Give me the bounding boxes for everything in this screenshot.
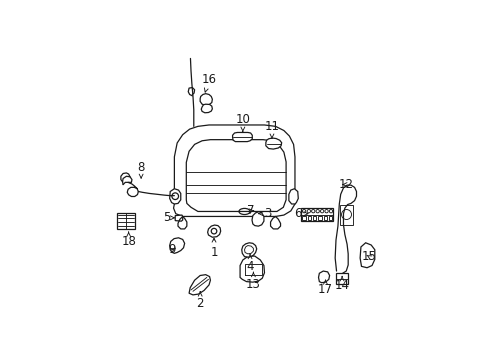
Text: 13: 13 (245, 272, 260, 291)
Polygon shape (288, 189, 298, 204)
Polygon shape (117, 213, 135, 229)
Polygon shape (265, 138, 281, 149)
Text: 5: 5 (163, 211, 174, 224)
Polygon shape (335, 273, 347, 284)
Polygon shape (232, 132, 252, 141)
Bar (307, 216, 310, 220)
Polygon shape (169, 238, 184, 253)
Text: 18: 18 (121, 232, 136, 248)
Polygon shape (175, 215, 183, 221)
Polygon shape (251, 212, 264, 226)
Text: 8: 8 (137, 161, 144, 178)
Text: 11: 11 (264, 120, 279, 139)
Text: 2: 2 (196, 292, 203, 310)
Polygon shape (200, 94, 212, 105)
Text: 10: 10 (235, 113, 250, 131)
Text: 15: 15 (361, 250, 376, 263)
Text: 1: 1 (210, 238, 217, 259)
Bar (312, 216, 316, 220)
Polygon shape (241, 243, 256, 257)
Polygon shape (359, 243, 374, 268)
Bar (323, 216, 326, 220)
Polygon shape (244, 246, 253, 254)
Polygon shape (300, 208, 332, 221)
Polygon shape (207, 225, 220, 237)
Bar (318, 216, 321, 220)
Polygon shape (189, 275, 210, 295)
Text: 17: 17 (317, 280, 332, 296)
Text: 3: 3 (258, 207, 271, 220)
Bar (302, 216, 305, 220)
Polygon shape (240, 256, 264, 282)
Text: 7: 7 (246, 204, 254, 217)
Text: 6: 6 (293, 207, 307, 220)
Bar (328, 216, 331, 220)
Polygon shape (339, 204, 352, 225)
Polygon shape (318, 271, 329, 283)
Text: 4: 4 (246, 254, 253, 273)
Polygon shape (169, 189, 181, 204)
Text: 9: 9 (168, 243, 176, 256)
Polygon shape (173, 125, 294, 216)
Polygon shape (201, 104, 212, 113)
Polygon shape (186, 140, 285, 211)
Text: 12: 12 (338, 178, 353, 191)
Text: 14: 14 (334, 276, 349, 292)
Text: 16: 16 (201, 73, 216, 92)
